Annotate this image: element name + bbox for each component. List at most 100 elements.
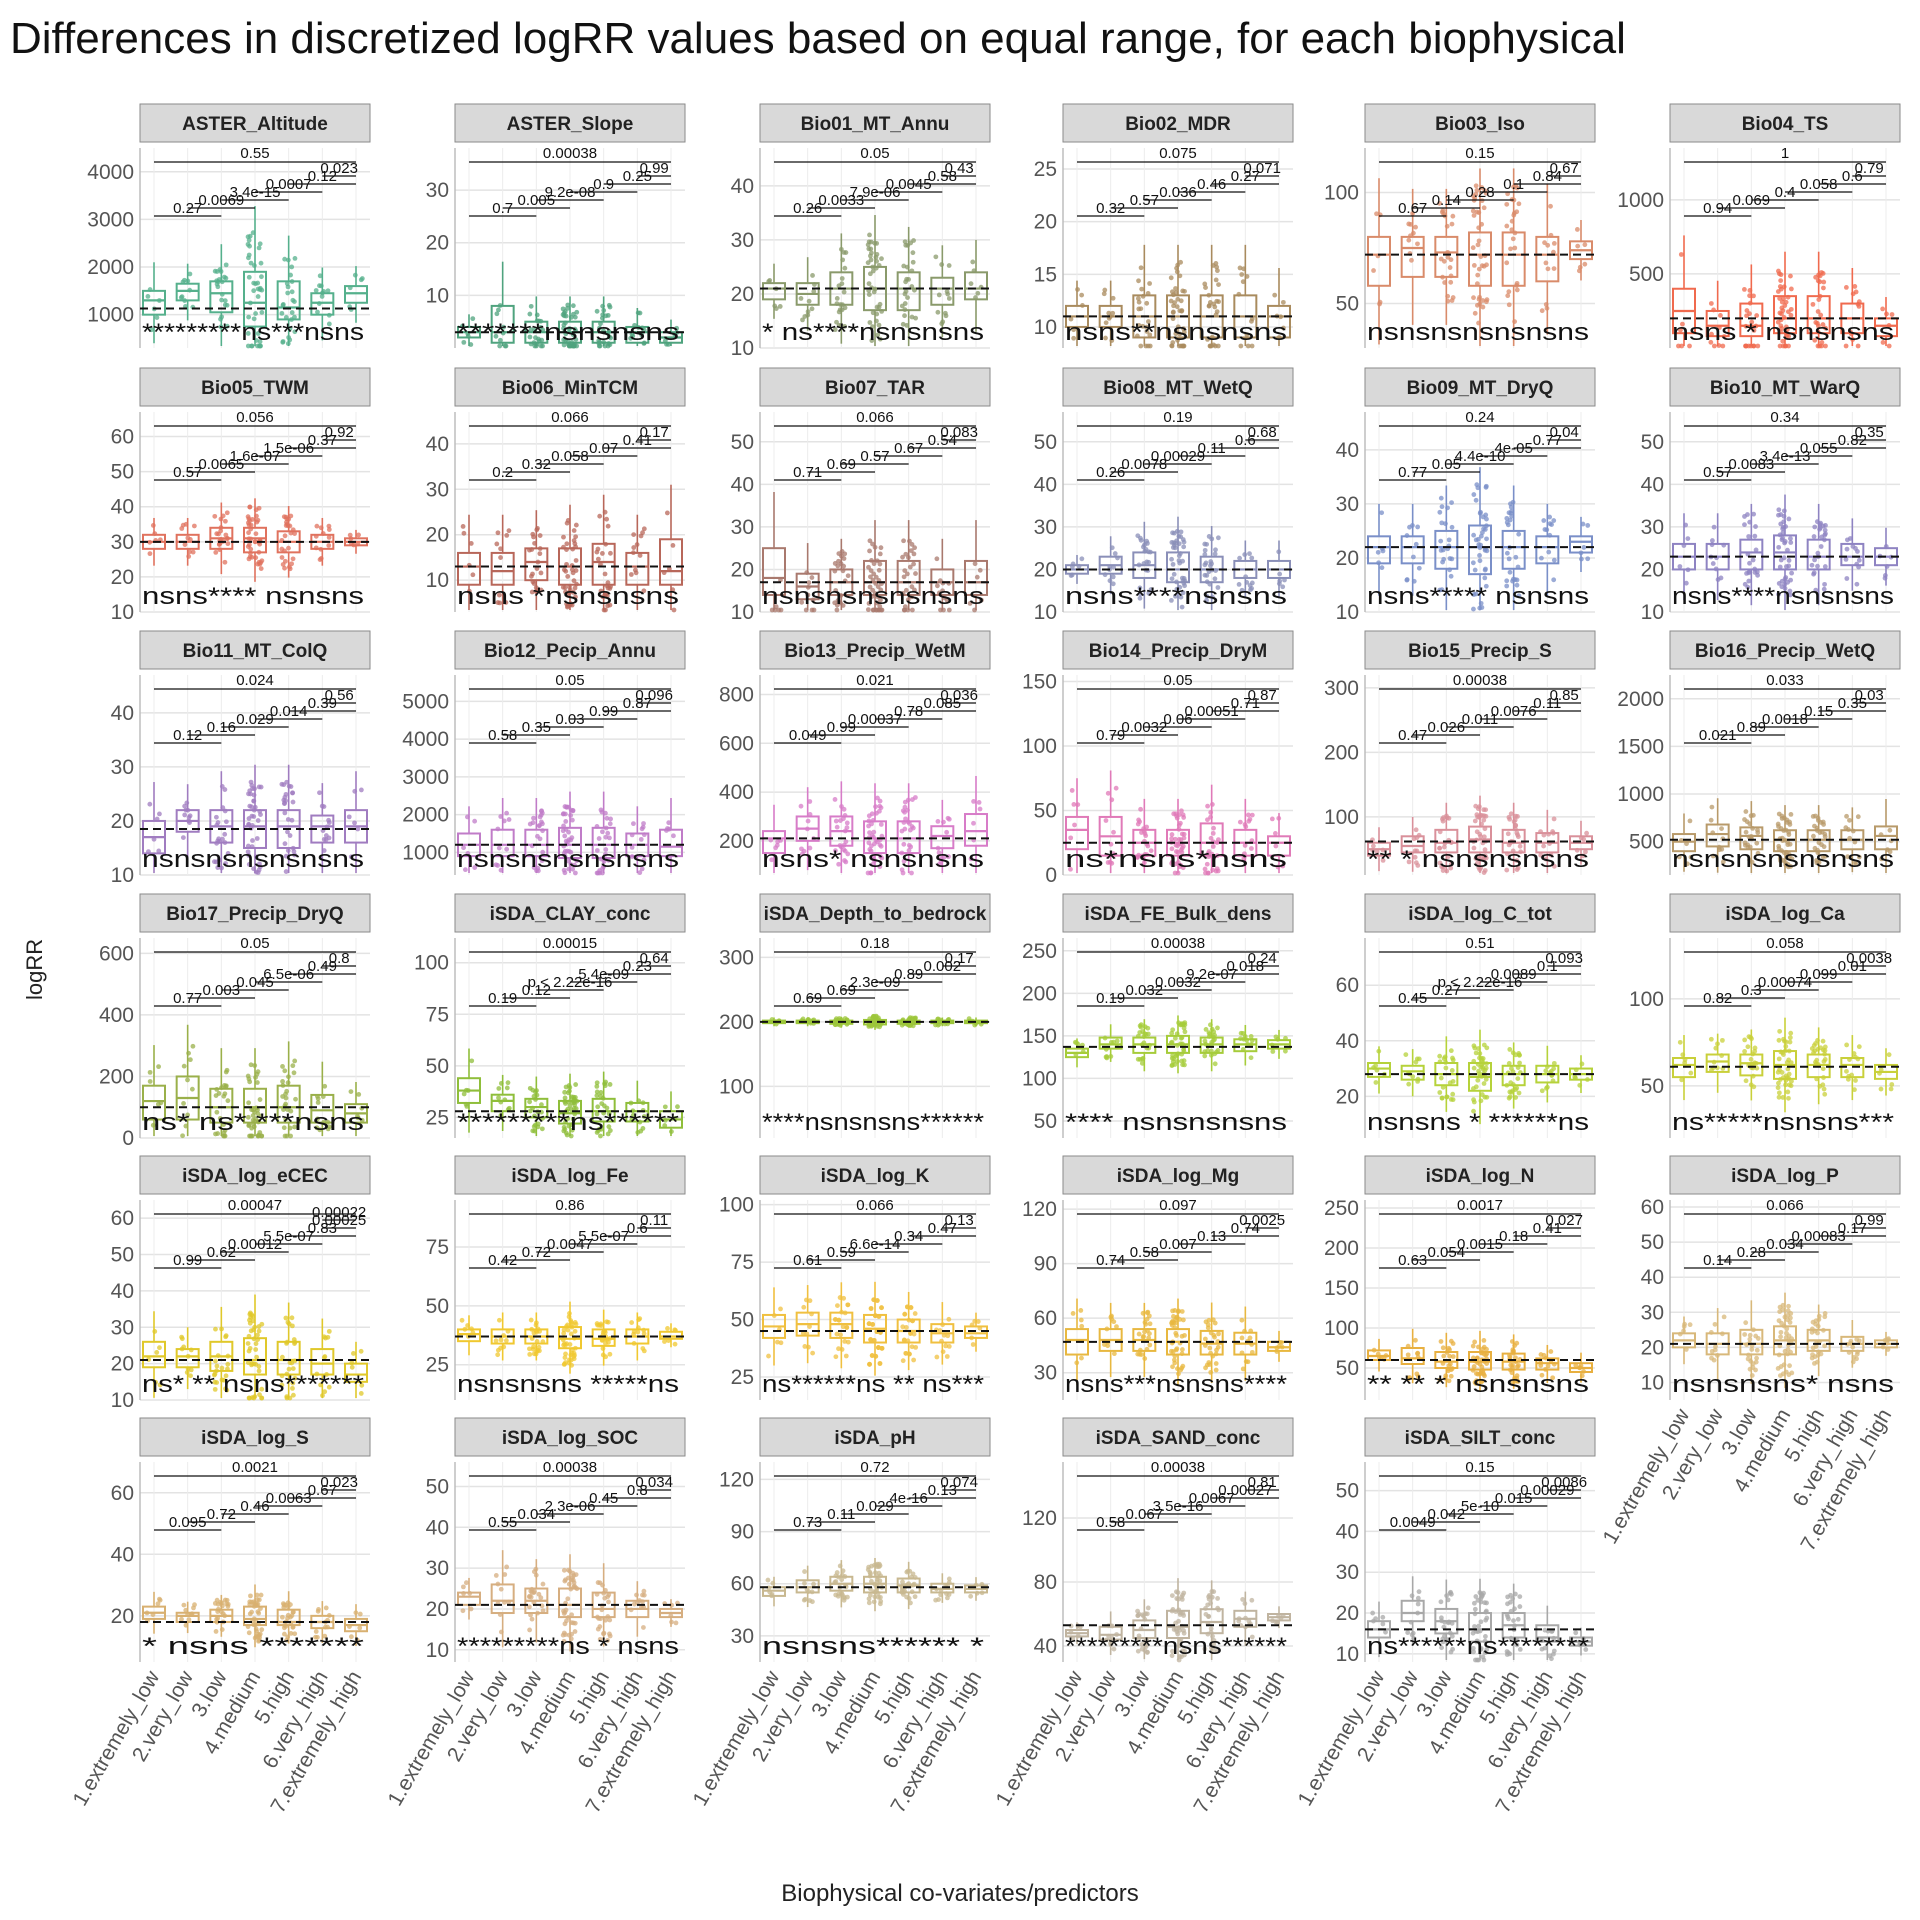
y-tick-label: 30 bbox=[111, 531, 134, 554]
box bbox=[659, 538, 683, 586]
data-point bbox=[284, 281, 290, 287]
y-tick-label: 300 bbox=[719, 946, 754, 969]
data-point bbox=[351, 1351, 356, 1356]
data-point bbox=[289, 264, 295, 270]
data-point bbox=[877, 561, 883, 567]
data-point bbox=[871, 829, 877, 835]
data-point bbox=[1813, 320, 1819, 325]
data-point bbox=[635, 310, 641, 316]
data-point bbox=[1719, 826, 1724, 832]
data-point bbox=[213, 1358, 218, 1364]
y-tick-label: 1000 bbox=[87, 304, 134, 327]
data-point bbox=[1821, 285, 1826, 291]
data-point bbox=[802, 314, 808, 319]
data-point bbox=[594, 1080, 600, 1086]
p-value-label: 0.34 bbox=[1770, 409, 1799, 426]
facet-panel: Bio10_MT_WarQ10203040500.340.570.00833.4… bbox=[1641, 367, 1901, 624]
data-point bbox=[1113, 785, 1119, 791]
data-point bbox=[876, 808, 882, 814]
data-point bbox=[834, 295, 840, 301]
data-point bbox=[181, 1101, 186, 1106]
p-value-label: 0.058 bbox=[1766, 935, 1804, 952]
data-point bbox=[1755, 343, 1761, 349]
significance-labels: nsnsnsnsnsnsns bbox=[142, 846, 364, 873]
data-point bbox=[1375, 549, 1381, 555]
data-point bbox=[1470, 208, 1476, 214]
data-point bbox=[778, 1306, 783, 1312]
data-point bbox=[279, 555, 285, 560]
data-point bbox=[1269, 816, 1275, 822]
y-tick-label: 20 bbox=[426, 232, 449, 255]
data-point bbox=[1710, 561, 1716, 566]
data-point bbox=[1822, 527, 1828, 533]
data-point bbox=[801, 1304, 807, 1310]
data-point bbox=[1379, 510, 1385, 516]
data-point bbox=[628, 335, 633, 341]
data-point bbox=[1855, 814, 1861, 820]
data-point bbox=[1177, 331, 1183, 337]
data-point bbox=[494, 311, 500, 317]
data-point bbox=[1169, 343, 1175, 349]
data-point bbox=[1546, 549, 1552, 555]
data-point bbox=[844, 825, 850, 831]
data-point bbox=[1408, 221, 1413, 227]
data-point bbox=[1856, 1044, 1862, 1050]
significance-labels: *********ns****** bbox=[457, 1109, 679, 1136]
data-point bbox=[1844, 1068, 1849, 1074]
data-point bbox=[638, 836, 644, 842]
data-point bbox=[839, 276, 845, 281]
data-point bbox=[1788, 1030, 1794, 1036]
significance-labels: *********ns***nsns bbox=[142, 319, 364, 346]
data-point bbox=[875, 332, 881, 338]
data-point bbox=[1483, 1065, 1489, 1071]
data-point bbox=[1783, 299, 1789, 305]
data-point bbox=[256, 1328, 262, 1334]
data-point bbox=[468, 541, 474, 546]
y-tick-label: 60 bbox=[1336, 974, 1359, 997]
data-point bbox=[1742, 1049, 1747, 1054]
data-point bbox=[1438, 548, 1444, 553]
data-point bbox=[214, 269, 220, 274]
data-point bbox=[1179, 1058, 1185, 1064]
data-point bbox=[1206, 534, 1212, 539]
data-point bbox=[349, 1364, 355, 1370]
data-point bbox=[1110, 310, 1116, 316]
data-point bbox=[1380, 548, 1386, 554]
data-point bbox=[501, 324, 506, 330]
data-point bbox=[529, 589, 535, 595]
data-point bbox=[495, 1347, 501, 1353]
x-axis-title: Biophysical co-variates/predictors bbox=[781, 1880, 1139, 1907]
data-point bbox=[1508, 1066, 1514, 1071]
data-point bbox=[1450, 1097, 1456, 1103]
y-tick-label: 30 bbox=[426, 478, 449, 501]
data-point bbox=[1777, 343, 1783, 349]
y-tick-label: 20 bbox=[111, 1353, 134, 1376]
data-point bbox=[877, 798, 883, 804]
data-point bbox=[1815, 309, 1821, 314]
significance-labels: ns******ns ** ns*** bbox=[762, 1371, 984, 1398]
box bbox=[1705, 309, 1730, 338]
data-point bbox=[1477, 553, 1482, 558]
p-value-label: 0.92 bbox=[325, 424, 354, 441]
data-point bbox=[1473, 803, 1479, 809]
data-point bbox=[1742, 522, 1747, 528]
data-point bbox=[1181, 1021, 1187, 1027]
data-point bbox=[1677, 1039, 1683, 1045]
p-value-label: 0.24 bbox=[1465, 409, 1494, 426]
data-point bbox=[1551, 816, 1557, 822]
box bbox=[1367, 235, 1391, 287]
data-point bbox=[869, 811, 875, 817]
data-point bbox=[1175, 296, 1181, 302]
data-point bbox=[810, 1350, 816, 1356]
data-point bbox=[562, 1095, 568, 1101]
data-point bbox=[180, 835, 186, 841]
data-point bbox=[253, 311, 258, 316]
y-tick-label: 50 bbox=[1034, 1110, 1057, 1133]
data-point bbox=[247, 1079, 253, 1085]
data-point bbox=[1245, 343, 1251, 349]
data-point bbox=[1743, 1078, 1749, 1084]
data-point bbox=[560, 312, 566, 318]
data-point bbox=[1816, 297, 1822, 303]
data-point bbox=[1506, 302, 1512, 308]
